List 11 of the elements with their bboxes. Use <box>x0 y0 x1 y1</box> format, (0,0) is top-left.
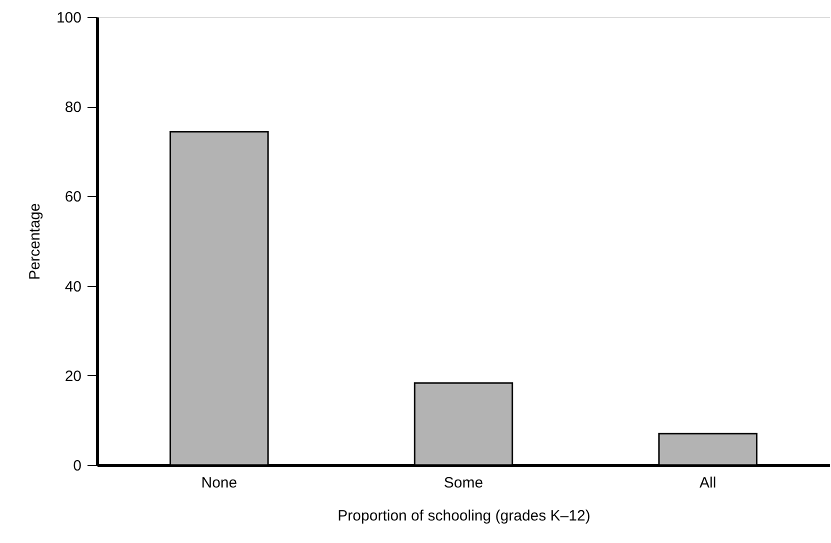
x-axis-title: Proportion of schooling (grades K–12) <box>338 508 590 524</box>
x-tick-label: None <box>201 474 238 492</box>
x-tick-label: All <box>699 474 716 492</box>
y-tick-label: 80 <box>64 99 82 116</box>
y-tick-label: 0 <box>73 458 82 474</box>
y-tick-label: 40 <box>64 278 82 296</box>
x-tick-label: Some <box>444 474 484 492</box>
y-tick-label: 20 <box>64 368 82 385</box>
y-axis-title: Percentage <box>26 203 44 280</box>
y-tick-label: 100 <box>56 10 82 26</box>
y-tick-label: 60 <box>64 188 82 206</box>
